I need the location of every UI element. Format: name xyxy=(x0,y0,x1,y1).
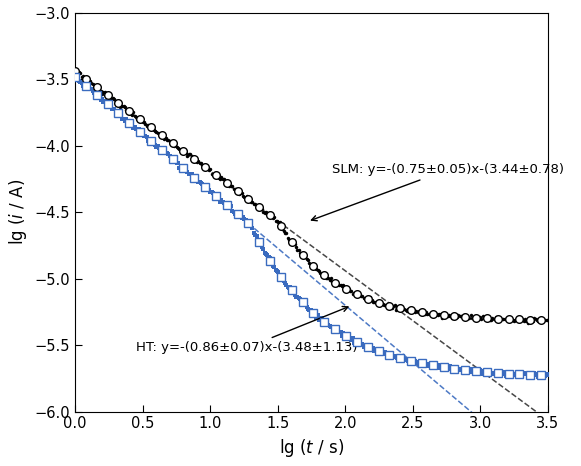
Text: HT: y=-(0.86±0.07)x-(3.48±1.13): HT: y=-(0.86±0.07)x-(3.48±1.13) xyxy=(136,307,357,354)
Y-axis label: lg ($i$ / A): lg ($i$ / A) xyxy=(7,179,29,246)
X-axis label: lg ($t$ / s): lg ($t$ / s) xyxy=(279,437,344,459)
Text: SLM: y=-(0.75±0.05)x-(3.44±0.78): SLM: y=-(0.75±0.05)x-(3.44±0.78) xyxy=(311,163,564,221)
